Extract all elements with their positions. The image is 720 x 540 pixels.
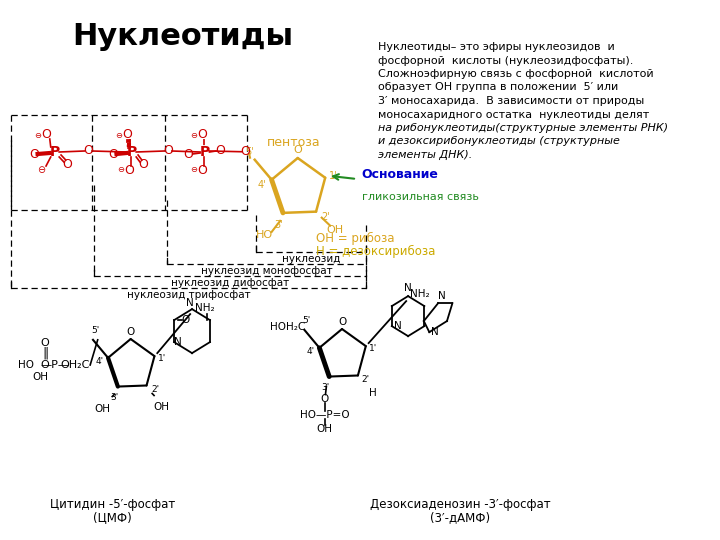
Text: O: O — [127, 327, 135, 337]
Text: OH: OH — [32, 372, 48, 382]
Text: 4': 4' — [307, 347, 315, 356]
Text: OH = рибоза: OH = рибоза — [315, 232, 394, 245]
Text: O: O — [63, 158, 73, 171]
Text: HO: HO — [256, 230, 273, 240]
Text: O: O — [41, 129, 51, 141]
Text: O: O — [122, 129, 132, 141]
Text: Сложноэфирную связь с фосфорной  кислотой: Сложноэфирную связь с фосфорной кислотой — [377, 69, 653, 79]
Text: Цитидин -5′-фосфат: Цитидин -5′-фосфат — [50, 498, 176, 511]
Text: моносахаридного остатка  нуклеотиды делят: моносахаридного остатка нуклеотиды делят — [377, 110, 649, 119]
Text: OH: OH — [326, 225, 343, 235]
Text: 1': 1' — [369, 343, 377, 353]
Text: —P—: —P— — [40, 360, 69, 370]
Text: 2': 2' — [361, 375, 369, 384]
Text: O: O — [181, 315, 189, 325]
Text: O: O — [240, 145, 251, 158]
Text: O: O — [293, 145, 302, 155]
Text: 5': 5' — [302, 316, 310, 325]
Text: N: N — [174, 337, 181, 347]
Text: N: N — [186, 298, 194, 308]
Text: нуклеозид трифосфат: нуклеозид трифосфат — [127, 290, 251, 300]
Text: N: N — [394, 321, 401, 331]
Text: и дезоксирибонуклеотиды (структурные: и дезоксирибонуклеотиды (структурные — [377, 137, 619, 146]
Text: O: O — [124, 164, 134, 177]
Text: 3′ моносахарида.  В зависимости от природы: 3′ моносахарида. В зависимости от природ… — [377, 96, 644, 106]
Text: 3': 3' — [110, 393, 118, 402]
Text: O: O — [138, 158, 148, 171]
Text: (3′-дАМФ): (3′-дАМФ) — [431, 511, 490, 524]
Text: O: O — [183, 148, 193, 161]
Text: 2': 2' — [321, 212, 330, 221]
Text: ‖: ‖ — [42, 347, 48, 360]
Text: O: O — [41, 338, 50, 348]
Text: N: N — [438, 291, 446, 301]
Text: HO—P=O: HO—P=O — [300, 409, 349, 420]
Text: O: O — [197, 164, 207, 177]
Text: O: O — [320, 394, 328, 403]
Text: нуклеозид монофосфат: нуклеозид монофосфат — [201, 266, 333, 276]
Text: пентоза: пентоза — [267, 136, 321, 149]
Text: Нуклеотиды: Нуклеотиды — [73, 22, 294, 51]
Text: элементы ДНК).: элементы ДНК). — [377, 150, 472, 160]
Text: Нуклеотиды– это эфиры нуклеозидов  и: Нуклеотиды– это эфиры нуклеозидов и — [377, 42, 614, 52]
Text: P: P — [199, 145, 210, 159]
Text: Основание: Основание — [361, 168, 438, 181]
Text: 4': 4' — [96, 357, 104, 366]
Text: H = дезоксирибоза: H = дезоксирибоза — [315, 245, 435, 258]
Text: P: P — [127, 145, 137, 159]
Text: 3': 3' — [274, 220, 282, 230]
Text: нуклеозид дифосфат: нуклеозид дифосфат — [171, 278, 289, 288]
Text: ⊖: ⊖ — [190, 165, 197, 174]
Text: (ЦМФ): (ЦМФ) — [94, 511, 132, 524]
Text: O: O — [197, 129, 207, 141]
Text: N: N — [431, 327, 438, 337]
Text: ⊖: ⊖ — [190, 131, 197, 139]
Text: OH₂C: OH₂C — [60, 360, 90, 370]
Text: нуклеозид: нуклеозид — [282, 254, 340, 264]
Text: 1': 1' — [158, 354, 166, 362]
Text: 5': 5' — [246, 147, 254, 157]
Text: NH₂: NH₂ — [195, 303, 215, 313]
Text: OH: OH — [153, 402, 170, 413]
Text: OH: OH — [95, 403, 111, 414]
Text: HOH₂C: HOH₂C — [270, 322, 305, 332]
Text: O: O — [41, 360, 50, 370]
Text: гликозильная связь: гликозильная связь — [361, 192, 479, 202]
Text: O: O — [29, 148, 39, 161]
Text: O: O — [163, 144, 173, 157]
Text: ⊖: ⊖ — [115, 131, 122, 139]
Text: ⊖: ⊖ — [117, 165, 124, 174]
Text: O: O — [215, 144, 225, 157]
Text: 1': 1' — [329, 171, 338, 181]
Text: O: O — [338, 317, 346, 327]
Text: Дезоксиаденозин -3′-фосфат: Дезоксиаденозин -3′-фосфат — [370, 498, 551, 511]
Text: 5': 5' — [91, 326, 100, 335]
Text: 3': 3' — [321, 383, 330, 392]
Text: P: P — [50, 145, 60, 159]
Text: H: H — [369, 388, 377, 399]
Text: образует ОН группа в положении  5′ или: образует ОН группа в положении 5′ или — [377, 83, 618, 92]
Text: N: N — [404, 283, 412, 293]
Text: NH₂: NH₂ — [410, 289, 429, 299]
Text: ⊖: ⊖ — [34, 131, 41, 139]
Text: на рибонуклеотиды(структурные элементы РНК): на рибонуклеотиды(структурные элементы Р… — [377, 123, 667, 133]
Text: O: O — [108, 148, 117, 161]
Text: OH: OH — [317, 423, 333, 434]
Text: ⊖: ⊖ — [37, 165, 45, 175]
Text: фосфорной  кислоты (нуклеозидфосфаты).: фосфорной кислоты (нуклеозидфосфаты). — [377, 56, 633, 65]
Text: 4': 4' — [258, 180, 266, 190]
Text: 2': 2' — [151, 385, 159, 394]
Text: O: O — [84, 144, 93, 157]
Text: HO: HO — [18, 360, 35, 370]
